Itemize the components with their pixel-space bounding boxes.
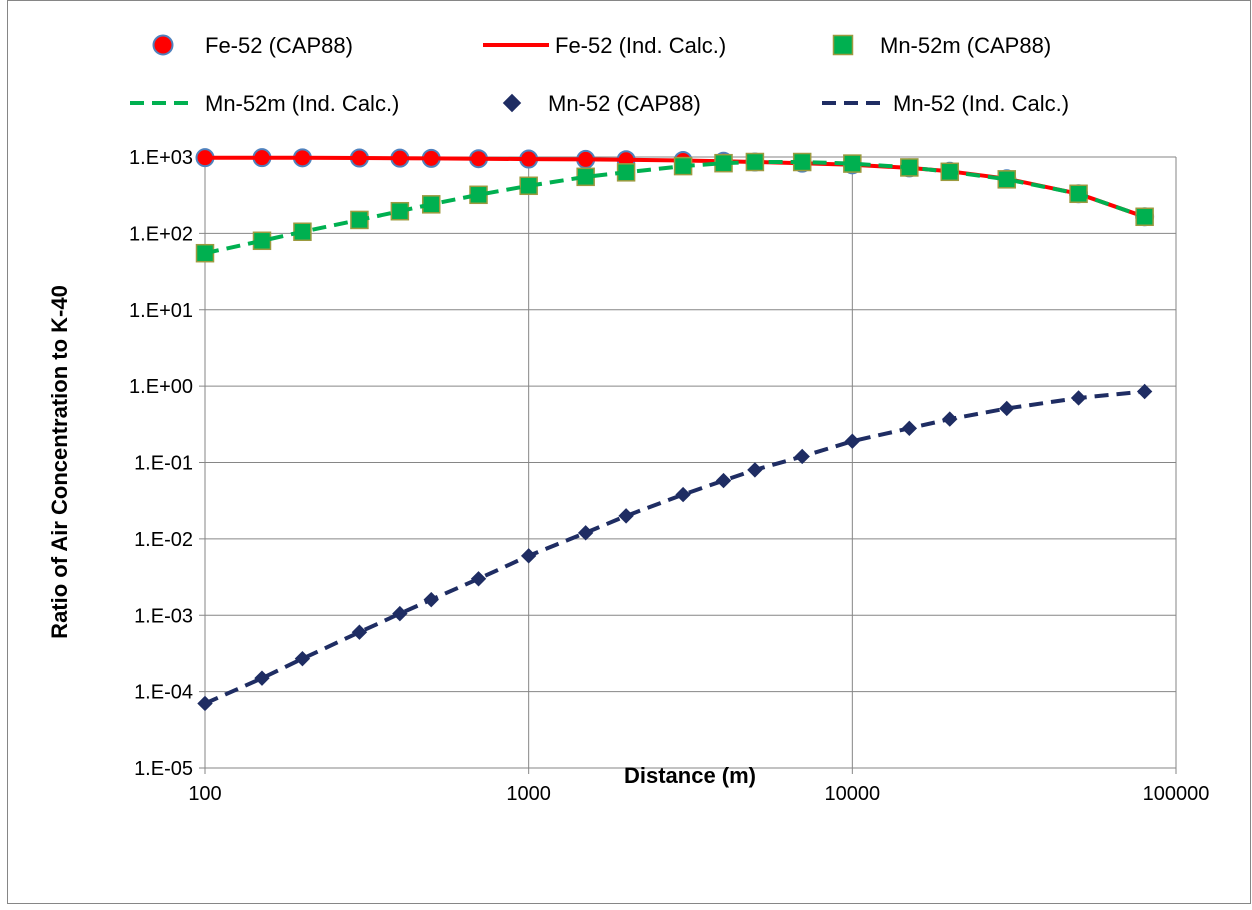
- legend-swatch-marker: [832, 34, 854, 56]
- y-tick-label: 1.E+02: [129, 223, 193, 245]
- mn-52-cap88-point: [794, 448, 810, 465]
- y-tick-label: 1.E-03: [134, 605, 193, 627]
- mn-52-cap88-point: [577, 525, 594, 541]
- mn-52-cap88-point: [1070, 390, 1087, 406]
- legend-label: Mn-52m (CAP88): [880, 33, 1051, 58]
- mn-52-cap88-point: [1136, 383, 1153, 400]
- grid: [204, 156, 1177, 769]
- legend-swatch-marker: [502, 93, 522, 113]
- series-mn-52-ind-calc: [204, 389, 1145, 706]
- mn-52-cap88-point: [254, 670, 270, 686]
- legend-swatch-marker: [152, 34, 174, 56]
- mn-52-cap88-point: [392, 605, 408, 622]
- legend: Fe-52 (CAP88) Fe-52 (Ind. Calc.) Mn-52m (C…: [130, 33, 1069, 116]
- mn-52-cap88-point: [715, 472, 732, 489]
- mn-52-cap88-point: [844, 433, 861, 449]
- legend-item-fe-52-ind-calc: Fe-52 (Ind. Calc.): [483, 33, 726, 58]
- y-tick-label: 1.E-02: [134, 529, 193, 551]
- y-tick-label: 1.E+03: [129, 147, 193, 169]
- mn-52-cap88-point: [520, 548, 537, 564]
- mn-52-cap88-point: [675, 486, 691, 503]
- mn-52-cap88-point: [470, 571, 487, 587]
- mn-52-cap88-point: [942, 411, 958, 427]
- x-tick-label: 1000: [506, 783, 551, 805]
- y-axis-title: Ratio of Air Concentration to K-40: [47, 285, 72, 639]
- mn-52-cap88-point: [294, 650, 311, 667]
- legend-item-mn-52m-ind-calc: Mn-52m (Ind. Calc.): [130, 91, 399, 116]
- mn-52-cap88-point: [901, 420, 918, 437]
- mn-52m-ind-calc-line: [204, 160, 1146, 256]
- legend-label: Mn-52m (Ind. Calc.): [205, 91, 399, 116]
- mn-52-cap88-point: [618, 508, 634, 524]
- mn-52-cap88-point: [747, 462, 763, 478]
- y-tick-label: 1.E-05: [134, 758, 193, 780]
- y-tick-label: 1.E+00: [129, 376, 193, 398]
- legend-item-mn-52m-cap88: Mn-52m (CAP88): [832, 33, 1051, 58]
- y-tick-label: 1.E+01: [129, 300, 193, 322]
- legend-item-fe-52-cap88: Fe-52 (CAP88): [152, 33, 353, 58]
- x-tick-label: 100: [188, 783, 221, 805]
- y-tick-label: 1.E-01: [134, 453, 193, 475]
- mn-52-cap88-point: [999, 400, 1015, 417]
- y-tick-label: 1.E-04: [134, 682, 193, 704]
- plot-area: [195, 148, 1155, 712]
- x-tick-label: 100000: [1143, 783, 1210, 805]
- mn-52-cap88-point: [351, 624, 368, 640]
- legend-item-mn-52-ind-calc: Mn-52 (Ind. Calc.): [822, 91, 1069, 116]
- x-tick-label: 10000: [825, 783, 881, 805]
- mn-52m-cap88-point: [1135, 207, 1154, 227]
- legend-item-mn-52-cap88: Mn-52 (CAP88): [502, 91, 701, 116]
- mn-52-ind-calc-line: [204, 389, 1145, 706]
- legend-label: Mn-52 (CAP88): [548, 91, 701, 116]
- legend-label: Mn-52 (Ind. Calc.): [893, 91, 1069, 116]
- axes: 1.E-05 1.E-04 1.E-03 1.E-02 1.E-01 1.E+00 1.E+…: [129, 147, 1209, 805]
- legend-label: Fe-52 (CAP88): [205, 33, 353, 58]
- legend-label: Fe-52 (Ind. Calc.): [555, 33, 726, 58]
- series-mn-52-cap88: [197, 383, 1153, 712]
- series-mn-52m-ind-calc: [204, 160, 1146, 256]
- x-axis-title: Distance (m): [624, 763, 756, 788]
- mn-52-cap88-point: [423, 591, 439, 608]
- mn-52-cap88-point: [197, 695, 213, 712]
